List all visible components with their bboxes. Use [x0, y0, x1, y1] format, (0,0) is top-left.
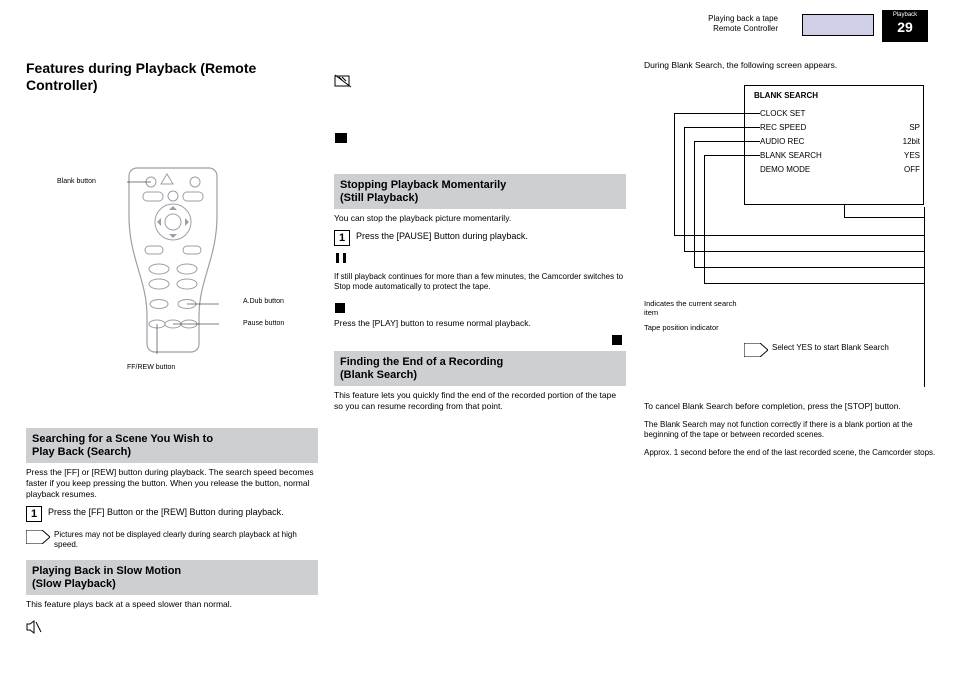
- col1-title: Features during Playback (Remote Control…: [26, 60, 318, 94]
- mute-icon: [26, 620, 42, 634]
- page-number: 29: [882, 19, 928, 36]
- screen-row-2: AUDIO REC12bit: [760, 137, 920, 147]
- record-icon: [612, 335, 622, 345]
- column-1: Features during Playback (Remote Control…: [26, 60, 318, 634]
- remote-label-ffrew: FF/REW button: [127, 364, 217, 372]
- remote-label-blank: Blank button: [57, 178, 117, 186]
- step-number: 1: [334, 230, 350, 246]
- col2-note1: If still playback continues for more tha…: [334, 272, 626, 292]
- section-line2: Remote Controller: [713, 24, 778, 33]
- rec-icon-row: [334, 335, 626, 345]
- pause-icon: [334, 252, 348, 264]
- col3-note1: The Blank Search may not function correc…: [644, 420, 936, 440]
- col3-para-after: To cancel Blank Search before completion…: [644, 401, 936, 412]
- note-icon: [26, 530, 50, 544]
- col3-para-top: During Blank Search, the following scree…: [644, 60, 936, 71]
- screen-row-4: DEMO MODEOFF: [760, 165, 920, 175]
- play-icon: [334, 302, 346, 314]
- section-line1: Playing back a tape: [708, 14, 778, 23]
- step-number: 1: [26, 506, 42, 522]
- page-header: Playing back a tape Remote Controller Pl…: [26, 14, 928, 44]
- col2-bar-still: Stopping Playback Momentarily (Still Pla…: [334, 174, 626, 209]
- callout-2: Tape position indicator: [644, 323, 744, 332]
- screen-diagram: BLANK SEARCH CLOCK SET REC SPEEDSP AUDIO…: [644, 71, 934, 391]
- col1-step1: 1 Press the [FF] Button or the [REW] But…: [26, 506, 318, 522]
- callout-1: Indicates the current search item: [644, 299, 744, 317]
- col1-note1: Pictures may not be displayed clearly du…: [26, 530, 318, 550]
- note-icon: [744, 343, 768, 357]
- remote-label-pause: Pause button: [243, 320, 313, 328]
- page-label: Playback: [882, 12, 928, 19]
- col2-para1: You can stop the playback picture moment…: [334, 213, 626, 224]
- col3-callout-note: Select YES to start Blank Search: [744, 343, 924, 357]
- remote-label-avdub: A.Dub button: [243, 298, 313, 306]
- blank-search-icon-row: [334, 74, 626, 88]
- col1-bar-search: Searching for a Scene You Wish to Play B…: [26, 428, 318, 463]
- screen-row-0: CLOCK SET: [760, 109, 920, 119]
- category-tab: [802, 14, 874, 36]
- ff-icon-row: [334, 132, 626, 144]
- col3-note2: Approx. 1 second before the end of the l…: [644, 448, 936, 458]
- step-text: Press the [FF] Button or the [REW] Butto…: [48, 506, 318, 522]
- blank-search-icon: [334, 74, 352, 88]
- column-2: Stopping Playback Momentarily (Still Pla…: [334, 60, 626, 412]
- col2-para2: Press the [PLAY] button to resume normal…: [334, 318, 626, 329]
- col1-para1: Press the [FF] or [REW] button during pl…: [26, 467, 318, 500]
- screen-title: BLANK SEARCH: [754, 91, 818, 101]
- step-text: Press the [PAUSE] Button during playback…: [356, 230, 626, 246]
- col2-para3: This feature lets you quickly find the e…: [334, 390, 626, 412]
- remote-illustration: Blank button A.Dub button Pause button F…: [67, 164, 277, 424]
- col2-bar-blank: Finding the End of a Recording (Blank Se…: [334, 351, 626, 386]
- col2-step1: 1 Press the [PAUSE] Button during playba…: [334, 230, 626, 246]
- pause-icon-row: [334, 252, 626, 264]
- column-3: During Blank Search, the following scree…: [644, 60, 936, 458]
- screen-row-1: REC SPEEDSP: [760, 123, 920, 133]
- screen-row-3: BLANK SEARCHYES: [760, 151, 920, 161]
- play-icon-row: [334, 302, 626, 314]
- col1-bar-slow: Playing Back in Slow Motion (Slow Playba…: [26, 560, 318, 595]
- remote-svg: [127, 164, 219, 354]
- mute-icon-row: [26, 620, 318, 634]
- section-label: Playing back a tape Remote Controller: [708, 14, 778, 34]
- ffrew-icon: [334, 132, 348, 144]
- col1-para2: This feature plays back at a speed slowe…: [26, 599, 318, 610]
- page-number-box: Playback 29: [882, 10, 928, 42]
